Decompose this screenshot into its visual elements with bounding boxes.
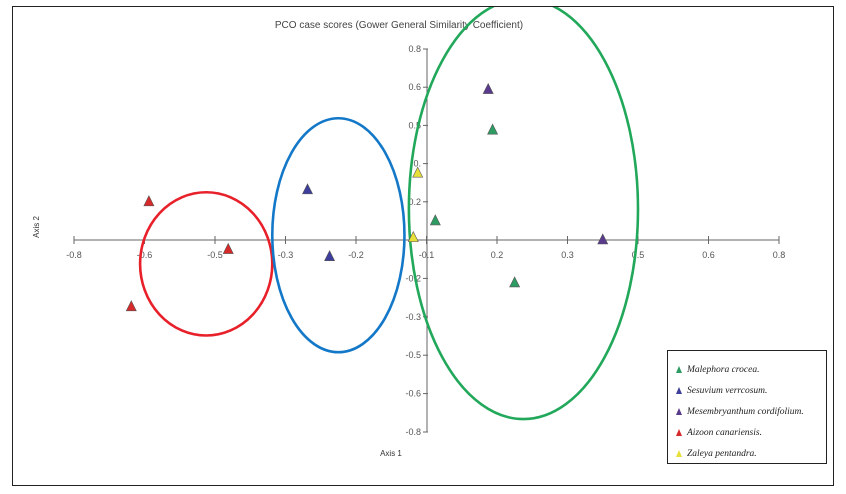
x-tick-label: 0.6	[702, 250, 715, 260]
legend-item: Mesembryanthum cordifolium.	[676, 401, 820, 422]
x-tick-label: -0.2	[348, 250, 364, 260]
y-tick-label: 0.	[413, 159, 421, 169]
data-point-series-4	[125, 300, 137, 312]
y-tick-label: -0.8	[405, 427, 421, 437]
chart-title: PCO case scores (Gower General Similarit…	[275, 20, 523, 31]
data-point-series-4	[143, 195, 155, 207]
ellipse-group	[138, 7, 640, 421]
legend-triangle-marker	[676, 429, 682, 436]
data-point-series-5	[407, 230, 419, 242]
x-tick-label: -0.5	[207, 250, 223, 260]
group-ellipse-blue	[270, 116, 406, 354]
data-point-series-4	[222, 242, 234, 254]
legend-item: Sesuvium verrcosum.	[676, 380, 820, 401]
data-point-series-2	[324, 250, 336, 262]
x-axis-title: Axis 1	[380, 449, 402, 458]
y-tick-label: 0.6	[408, 82, 421, 92]
y-tick-label: 0.8	[408, 44, 421, 54]
data-points	[125, 82, 609, 312]
legend-label: Aizoon canariensis.	[687, 427, 762, 438]
data-point-series-5	[412, 166, 424, 178]
y-tick-label: -0.5	[405, 350, 421, 360]
y-tick-label: 0.5	[408, 120, 421, 130]
x-tick-label: -0.6	[137, 250, 153, 260]
data-point-series-3	[597, 233, 609, 245]
x-tick-label: -0.8	[66, 250, 82, 260]
data-point-series-2	[302, 183, 314, 195]
data-point-series-1	[509, 276, 521, 288]
data-point-series-3	[482, 82, 494, 94]
legend-triangle-marker	[676, 366, 682, 373]
x-tick-label: 0.8	[773, 250, 786, 260]
legend: Malephora crocea. Sesuvium verrcosum. Mese…	[667, 350, 827, 464]
x-tick-label: -0.1	[419, 250, 435, 260]
legend-triangle-marker	[676, 408, 682, 415]
y-tick-label: -0.2	[405, 273, 421, 283]
group-ellipse-green	[407, 7, 640, 421]
legend-label: Mesembryanthum cordifolium.	[687, 406, 804, 417]
legend-label: Zaleya pentandra.	[687, 448, 757, 459]
legend-label: Sesuvium verrcosum.	[687, 385, 768, 396]
legend-item: Malephora crocea.	[676, 359, 820, 380]
y-axis-title: Axis 2	[32, 216, 41, 238]
data-point-series-1	[429, 214, 441, 226]
x-tick-label: 0.5	[632, 250, 645, 260]
scatter-plot: PCO case scores (Gower General Similarit…	[32, 7, 785, 458]
legend-item: Zaleya pentandra.	[676, 443, 820, 464]
legend-item: Aizoon canariensis.	[676, 422, 820, 443]
y-tick-label: 0.2	[408, 197, 421, 207]
data-point-series-1	[487, 123, 499, 135]
axes: -0.8 -0.6 -0.5 -0.3 -0.2 -0.1 0.2 0.3 0.5 0.6 0.8 0…	[66, 44, 785, 437]
group-ellipse-red	[138, 190, 274, 337]
legend-label: Malephora crocea.	[687, 364, 760, 375]
y-tick-label: -0.3	[405, 312, 421, 322]
legend-triangle-marker	[676, 450, 682, 457]
legend-triangle-marker	[676, 387, 682, 394]
y-tick-label: -0.6	[405, 389, 421, 399]
x-tick-label: 0.2	[491, 250, 504, 260]
x-tick-label: 0.3	[561, 250, 574, 260]
figure-frame: PCO case scores (Gower General Similarit…	[12, 6, 834, 486]
x-tick-label: -0.3	[278, 250, 294, 260]
